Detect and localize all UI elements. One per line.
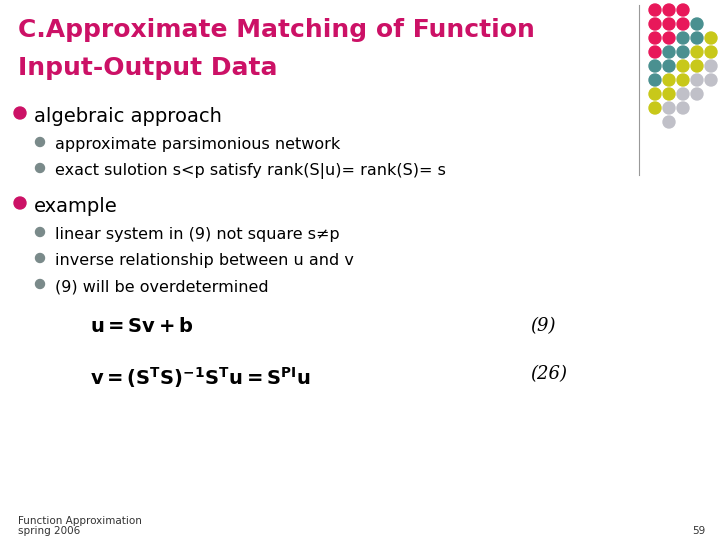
Text: example: example: [34, 197, 118, 216]
Circle shape: [35, 280, 45, 288]
Circle shape: [677, 60, 689, 72]
Circle shape: [649, 102, 661, 114]
Circle shape: [691, 18, 703, 30]
Circle shape: [691, 32, 703, 44]
Circle shape: [663, 60, 675, 72]
Circle shape: [691, 74, 703, 86]
Circle shape: [649, 18, 661, 30]
Circle shape: [691, 46, 703, 58]
Circle shape: [663, 102, 675, 114]
Text: inverse relationship between u and v: inverse relationship between u and v: [55, 253, 354, 268]
Circle shape: [649, 60, 661, 72]
Text: $\mathbf{v = (S^TS)^{-1}S^Tu = S^{PI}u}$: $\mathbf{v = (S^TS)^{-1}S^Tu = S^{PI}u}$: [90, 365, 310, 390]
Circle shape: [677, 32, 689, 44]
Circle shape: [663, 88, 675, 100]
Circle shape: [677, 18, 689, 30]
Circle shape: [35, 164, 45, 172]
Circle shape: [649, 88, 661, 100]
Circle shape: [663, 18, 675, 30]
Circle shape: [691, 60, 703, 72]
Text: spring 2006: spring 2006: [18, 526, 80, 536]
Circle shape: [705, 32, 717, 44]
Circle shape: [35, 253, 45, 262]
Circle shape: [677, 102, 689, 114]
Circle shape: [649, 4, 661, 16]
Text: (9): (9): [530, 317, 556, 335]
Circle shape: [35, 138, 45, 146]
Text: linear system in (9) not square s≠p: linear system in (9) not square s≠p: [55, 227, 340, 242]
Circle shape: [691, 88, 703, 100]
Circle shape: [677, 46, 689, 58]
Text: (9) will be overdetermined: (9) will be overdetermined: [55, 279, 269, 294]
Circle shape: [705, 74, 717, 86]
Text: Input-Output Data: Input-Output Data: [18, 56, 277, 80]
Circle shape: [663, 116, 675, 128]
Circle shape: [649, 46, 661, 58]
Circle shape: [677, 88, 689, 100]
Circle shape: [663, 46, 675, 58]
Text: algebraic approach: algebraic approach: [34, 107, 222, 126]
Circle shape: [649, 32, 661, 44]
Circle shape: [677, 4, 689, 16]
Text: 59: 59: [692, 526, 705, 536]
Circle shape: [14, 197, 26, 209]
Circle shape: [663, 74, 675, 86]
Circle shape: [663, 32, 675, 44]
Circle shape: [14, 107, 26, 119]
Text: $\mathbf{u = Sv + b}$: $\mathbf{u = Sv + b}$: [90, 317, 194, 336]
Circle shape: [677, 74, 689, 86]
Circle shape: [705, 46, 717, 58]
Circle shape: [35, 227, 45, 237]
Text: (26): (26): [530, 365, 567, 383]
Circle shape: [705, 60, 717, 72]
Circle shape: [649, 74, 661, 86]
Text: Function Approximation: Function Approximation: [18, 516, 142, 526]
Text: C.Approximate Matching of Function: C.Approximate Matching of Function: [18, 18, 535, 42]
Circle shape: [663, 4, 675, 16]
Text: approximate parsimonious network: approximate parsimonious network: [55, 137, 341, 152]
Text: exact sulotion s<p satisfy rank(S|u)= rank(S)= s: exact sulotion s<p satisfy rank(S|u)= ra…: [55, 163, 446, 179]
